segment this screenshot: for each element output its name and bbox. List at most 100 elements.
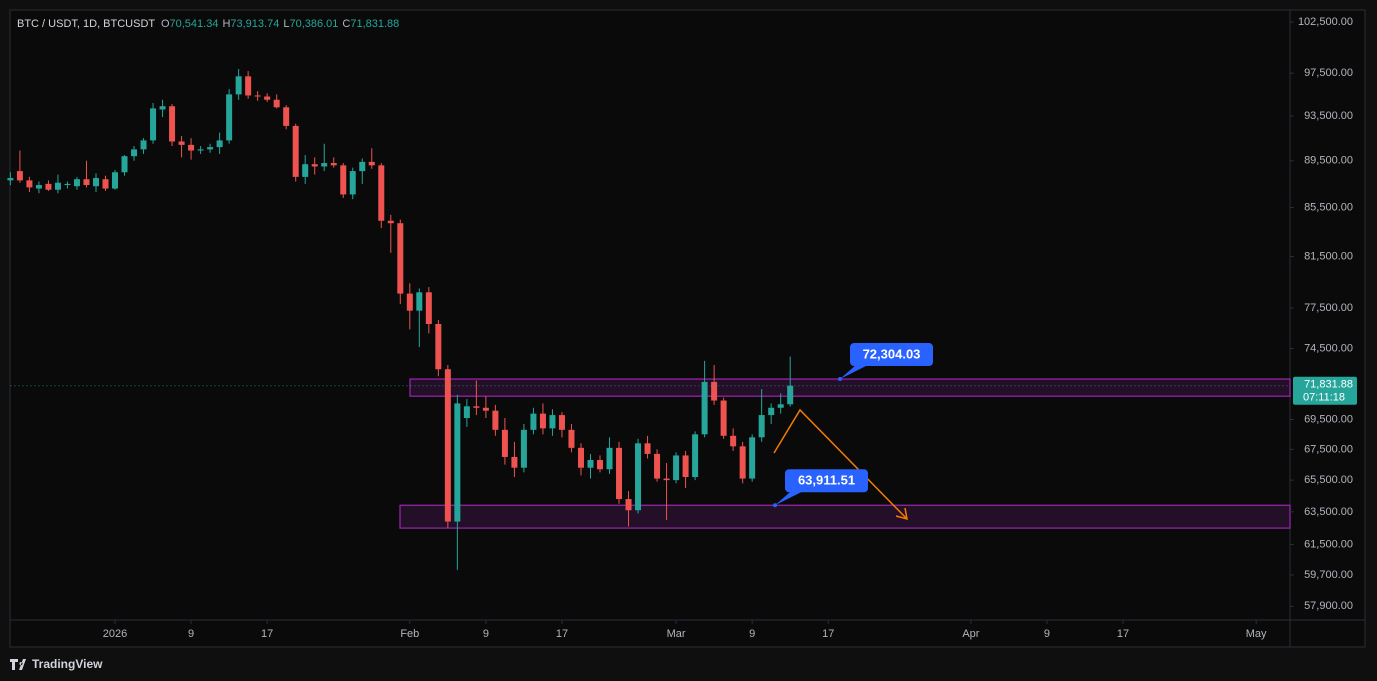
x-tick-label: 9	[483, 628, 489, 640]
candle-body	[787, 385, 794, 405]
candle-body	[644, 443, 651, 454]
candle-body	[54, 182, 61, 190]
candle-body	[207, 147, 214, 150]
candle-body	[587, 460, 594, 468]
candle-body	[226, 94, 233, 141]
x-tick-label: 17	[556, 628, 568, 640]
candle-body	[321, 163, 328, 167]
candle-body	[616, 447, 623, 500]
candle-body	[520, 429, 527, 468]
symbol: BTC / USDT, 1D, BTCUSDT	[17, 18, 155, 30]
y-tick-label: 63,500.00	[1304, 506, 1353, 518]
candle-body	[444, 369, 451, 522]
ohlc-value: 73,913.74	[230, 18, 279, 30]
candle-body	[501, 429, 508, 457]
x-tick-label: 9	[188, 628, 194, 640]
candle-body	[597, 460, 604, 470]
candle-body	[739, 446, 746, 479]
x-tick-label: 9	[1044, 628, 1050, 640]
candle-body	[159, 106, 166, 110]
brand: TradingView	[32, 657, 103, 671]
y-tick-label: 67,500.00	[1304, 443, 1353, 455]
candle-body	[387, 220, 394, 224]
candle-body	[749, 437, 756, 479]
y-tick-label: 74,500.00	[1304, 342, 1353, 354]
candle-body	[264, 96, 271, 100]
candle-body	[492, 410, 499, 430]
candle-body	[273, 99, 280, 108]
candle-body	[701, 381, 708, 435]
x-tick-label: 9	[749, 628, 755, 640]
candle-body	[406, 293, 413, 311]
callout-label: 72,304.03	[863, 346, 921, 361]
countdown-label: 07:11:18	[1303, 392, 1345, 404]
candle-body	[663, 478, 670, 481]
chart-pane	[9, 9, 1366, 648]
y-tick-label: 59,700.00	[1304, 569, 1353, 581]
candle-body	[150, 108, 157, 141]
candle-body	[131, 149, 138, 157]
ohlc-key: H	[222, 18, 230, 30]
zone	[399, 504, 1291, 529]
candle-body	[511, 456, 518, 468]
y-tick-label: 85,500.00	[1304, 201, 1353, 213]
candle-body	[539, 413, 546, 429]
candle-body	[45, 183, 52, 190]
candle-body	[302, 164, 309, 177]
candle-body	[83, 179, 90, 186]
x-tick-label: 2026	[103, 628, 127, 640]
y-tick-label: 69,500.00	[1304, 413, 1353, 425]
candle-body	[35, 185, 42, 189]
candle-body	[673, 455, 680, 481]
candle-body	[730, 435, 737, 447]
callout-anchor	[773, 503, 777, 508]
projection-arrow	[773, 408, 908, 520]
candle-body	[216, 140, 223, 148]
y-tick-label: 65,500.00	[1304, 474, 1353, 486]
candle-body	[235, 76, 242, 95]
callout-pointer	[775, 491, 803, 506]
candle-body	[311, 164, 318, 167]
candle-body	[530, 413, 537, 430]
candle-body	[654, 453, 661, 479]
callout-box	[785, 469, 868, 493]
candle-body	[359, 161, 366, 172]
candle-body	[169, 106, 176, 142]
candle-body	[73, 179, 80, 187]
candle-body	[463, 406, 470, 419]
candle-body	[7, 178, 14, 181]
candle-body	[102, 179, 109, 189]
candle-body	[340, 165, 347, 195]
candle-body	[711, 381, 718, 401]
candle-body	[558, 415, 565, 430]
candle-body	[26, 180, 33, 188]
candle-body	[682, 455, 689, 478]
candle-body	[720, 400, 727, 436]
candle-body	[692, 434, 699, 478]
y-tick-label: 57,900.00	[1304, 600, 1353, 612]
ohlc-key: O	[161, 18, 170, 30]
y-tick-label: 102,500.00	[1298, 16, 1353, 28]
last-price-box	[1293, 376, 1357, 405]
logo-icon	[10, 659, 26, 670]
callout-pointer	[840, 365, 868, 380]
candle-body	[368, 161, 375, 166]
y-tick-label: 61,500.00	[1304, 539, 1353, 551]
y-tick-label: 89,500.00	[1304, 155, 1353, 167]
arrow-head	[895, 507, 908, 521]
ohlc-key: C	[342, 18, 350, 30]
x-tick-label: Feb	[400, 628, 419, 640]
candle-body	[378, 165, 385, 221]
candle-body	[435, 323, 442, 370]
candle-body	[140, 140, 147, 150]
candle-body	[397, 223, 404, 294]
candle-body	[245, 76, 252, 96]
candle-body	[758, 415, 765, 438]
candle-body	[92, 178, 99, 187]
candle-body	[197, 149, 204, 151]
callout-anchor	[838, 377, 842, 382]
candle-body	[635, 443, 642, 511]
